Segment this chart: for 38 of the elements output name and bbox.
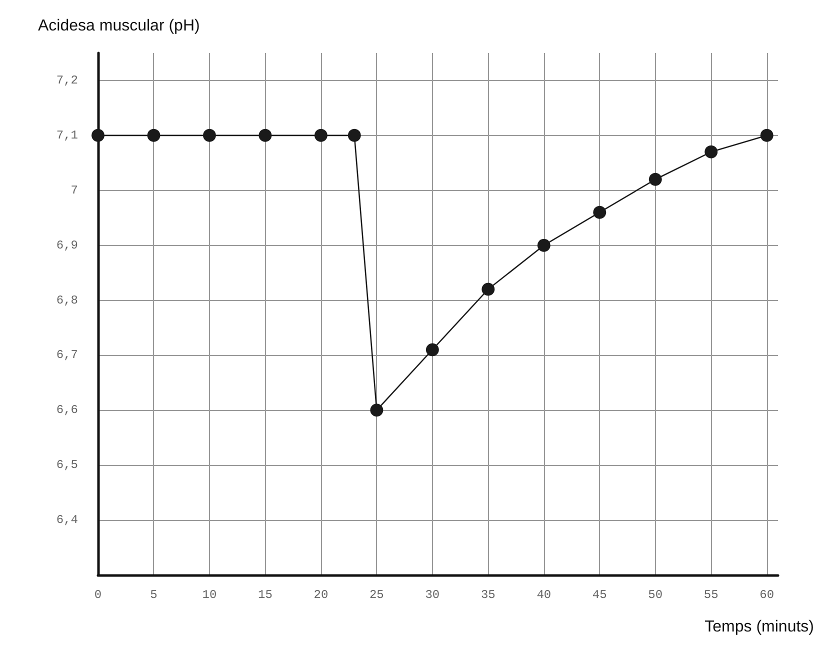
- x-tick-label: 10: [202, 588, 217, 602]
- y-tick-label: 6,7: [56, 348, 78, 362]
- y-tick-label: 6,8: [56, 293, 78, 308]
- x-tick-label: 0: [94, 588, 102, 602]
- y-axis-title: Acidesa muscular (pH): [38, 18, 200, 34]
- point: [482, 282, 495, 296]
- x-axis-title: Temps (minuts): [704, 618, 814, 636]
- y-tick-label: 6,6: [56, 403, 78, 418]
- y-tick-label: 6,5: [56, 458, 78, 472]
- point: [760, 128, 774, 142]
- point: [92, 128, 104, 142]
- x-tick-label: 15: [258, 588, 272, 602]
- point: [258, 128, 272, 142]
- point: [704, 145, 718, 158]
- y-tick-label: 6,9: [56, 238, 78, 252]
- x-tick-label: 45: [592, 588, 607, 602]
- x-tick-label: 60: [760, 588, 774, 602]
- point: [370, 404, 384, 417]
- y-tick-label: 7,1: [56, 128, 78, 142]
- point: [314, 128, 328, 142]
- y-tick-label: 7: [70, 183, 78, 198]
- point: [202, 128, 216, 142]
- x-tick-label: 20: [314, 588, 328, 602]
- point: [426, 343, 439, 356]
- point: [648, 172, 662, 186]
- x-tick-label: 5: [150, 588, 158, 602]
- x-tick-label: 25: [369, 588, 384, 602]
- point: [348, 128, 361, 142]
- y-tick-label: 6,4: [56, 513, 78, 528]
- x-tick-label: 30: [425, 588, 440, 602]
- x-tick-label: 50: [648, 588, 663, 602]
- x-tick-label: 40: [536, 588, 552, 602]
- point: [593, 206, 606, 219]
- x-tick-label: 55: [704, 588, 718, 602]
- x-tick-label: 35: [480, 588, 496, 602]
- point: [537, 238, 550, 252]
- y-tick-label: 7,2: [56, 73, 78, 88]
- point: [147, 128, 160, 142]
